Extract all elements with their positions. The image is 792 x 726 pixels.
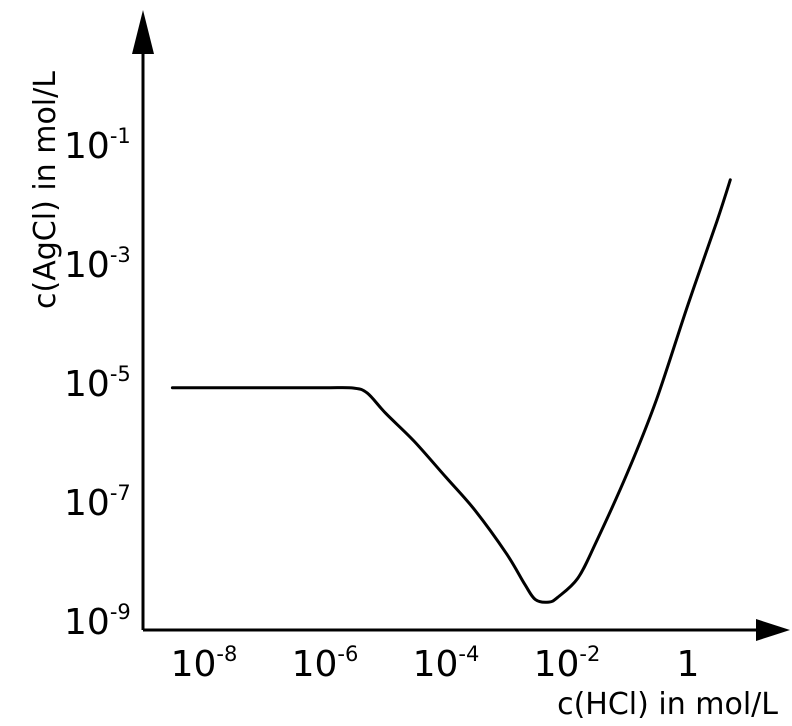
axes xyxy=(132,10,790,641)
y-axis-title: c(AgCl) in mol/L xyxy=(28,71,63,309)
tick-labels: 10-8 10-6 10-4 10-2 1 10-9 10-7 10-5 10-3 10-1 xyxy=(64,124,699,685)
y-tick-label: 10-1 xyxy=(64,124,131,167)
y-tick-label: 10-9 xyxy=(64,600,131,643)
x-axis-arrow-icon xyxy=(756,619,790,641)
y-tick-label: 10-5 xyxy=(64,362,131,405)
series-line xyxy=(170,178,732,604)
x-axis-title: c(HCl) in mol/L xyxy=(557,687,778,722)
y-axis-arrow-icon xyxy=(132,10,154,54)
x-tick-label: 10-6 xyxy=(292,642,359,685)
x-tick-label: 10-8 xyxy=(171,642,238,685)
y-tick-label: 10-3 xyxy=(64,243,131,286)
series-group xyxy=(170,178,732,604)
x-tick-label: 10-2 xyxy=(534,642,601,685)
x-tick-label: 1 xyxy=(677,644,700,685)
x-tick-label: 10-4 xyxy=(413,642,480,685)
y-tick-label: 10-7 xyxy=(64,481,131,524)
